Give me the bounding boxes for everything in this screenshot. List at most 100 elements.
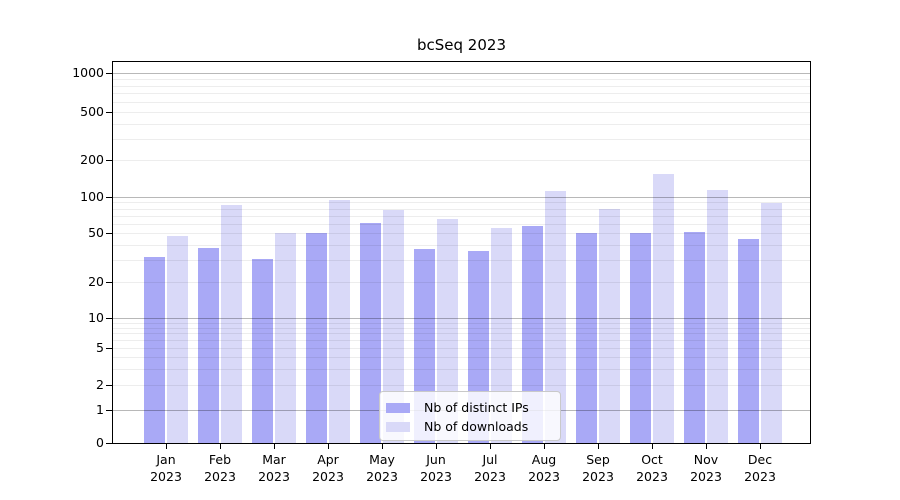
legend-item-distinct-ips: Nb of distinct IPs (386, 398, 560, 417)
x-axis-tick (706, 444, 707, 449)
x-axis-tick (220, 444, 221, 449)
bar-ips-sep (576, 233, 597, 443)
major-gridline (113, 197, 810, 198)
chart-title: bcSeq 2023 (417, 36, 506, 54)
x-tick-label: Sep 2023 (582, 452, 614, 484)
bar-downloads-apr (329, 200, 350, 443)
minor-gridline (113, 79, 810, 80)
legend-swatch-distinct-ips (386, 402, 410, 413)
bar-ips-jan (144, 256, 165, 443)
bar-ips-apr (306, 233, 327, 443)
x-tick-label: Jan 2023 (150, 452, 182, 484)
minor-gridline (113, 385, 810, 386)
bar-downloads-feb (221, 204, 242, 443)
minor-gridline (113, 357, 810, 358)
bar-downloads-may (383, 209, 404, 443)
y-tick-label: 1000 (72, 65, 104, 80)
y-axis-tick (106, 443, 112, 444)
minor-gridline (113, 282, 810, 283)
y-axis-tick (106, 282, 112, 283)
x-tick-label: Jul 2023 (474, 452, 506, 484)
y-tick-label: 1 (96, 402, 104, 417)
x-axis-tick (490, 444, 491, 449)
minor-gridline (113, 260, 810, 261)
y-axis-tick (106, 160, 112, 161)
legend-label-distinct-ips: Nb of distinct IPs (424, 400, 529, 415)
minor-gridline (113, 102, 810, 103)
x-tick-label: Jun 2023 (420, 452, 452, 484)
y-axis-tick (106, 410, 112, 411)
y-tick-label: 200 (80, 152, 104, 167)
major-gridline (113, 73, 810, 74)
bar-ips-oct (630, 233, 651, 443)
y-axis-tick (106, 318, 112, 319)
x-axis-tick (544, 444, 545, 449)
y-tick-label: 500 (80, 104, 104, 119)
x-tick-label: Feb 2023 (204, 452, 236, 484)
minor-gridline (113, 369, 810, 370)
bar-downloads-jul (491, 228, 512, 443)
minor-gridline (113, 245, 810, 246)
minor-gridline (113, 216, 810, 217)
bar-downloads-oct (653, 173, 674, 443)
minor-gridline (113, 112, 810, 113)
x-tick-label: May 2023 (366, 452, 398, 484)
bar-ips-dec (738, 238, 759, 443)
minor-gridline (113, 124, 810, 125)
bar-downloads-dec (761, 203, 782, 443)
bar-ips-nov (684, 231, 705, 443)
minor-gridline (113, 340, 810, 341)
minor-gridline (113, 328, 810, 329)
x-tick-label: Oct 2023 (636, 452, 668, 484)
bar-ips-aug (522, 226, 543, 443)
major-gridline (113, 318, 810, 319)
minor-gridline (113, 323, 810, 324)
x-tick-label: Nov 2023 (690, 452, 722, 484)
y-axis-tick (106, 73, 112, 74)
bar-downloads-jan (167, 236, 188, 443)
bar-downloads-jun (437, 219, 458, 443)
bar-ips-feb (198, 247, 219, 443)
y-axis-tick (106, 385, 112, 386)
x-axis-tick (166, 444, 167, 449)
y-axis-tick (106, 197, 112, 198)
legend-swatch-downloads (386, 421, 410, 432)
legend-label-downloads: Nb of downloads (424, 419, 529, 434)
minor-gridline (113, 160, 810, 161)
bar-downloads-nov (707, 190, 728, 443)
minor-gridline (113, 333, 810, 334)
bar-downloads-sep (599, 208, 620, 443)
minor-gridline (113, 233, 810, 234)
bar-ips-mar (252, 258, 273, 443)
x-axis-tick (328, 444, 329, 449)
x-axis-tick (274, 444, 275, 449)
y-tick-label: 50 (88, 225, 104, 240)
y-tick-label: 100 (80, 189, 104, 204)
x-axis-tick (382, 444, 383, 449)
minor-gridline (113, 348, 810, 349)
y-tick-label: 0 (96, 435, 104, 450)
minor-gridline (113, 209, 810, 210)
y-tick-label: 2 (96, 377, 104, 392)
x-axis-tick (652, 444, 653, 449)
minor-gridline (113, 139, 810, 140)
y-axis-tick (106, 348, 112, 349)
y-tick-label: 10 (88, 310, 104, 325)
bar-ips-may (360, 222, 381, 443)
x-tick-label: Apr 2023 (312, 452, 344, 484)
x-axis-tick (436, 444, 437, 449)
bar-downloads-aug (545, 190, 566, 443)
legend: Nb of distinct IPs Nb of downloads (379, 391, 561, 441)
x-tick-label: Mar 2023 (258, 452, 290, 484)
minor-gridline (113, 93, 810, 94)
minor-gridline (113, 86, 810, 87)
x-tick-label: Aug 2023 (528, 452, 560, 484)
x-axis-tick (598, 444, 599, 449)
bar-downloads-mar (275, 233, 296, 443)
y-axis-tick (106, 233, 112, 234)
y-axis-tick (106, 112, 112, 113)
y-tick-label: 5 (96, 340, 104, 355)
x-tick-label: Dec 2023 (744, 452, 776, 484)
x-axis-tick (760, 444, 761, 449)
